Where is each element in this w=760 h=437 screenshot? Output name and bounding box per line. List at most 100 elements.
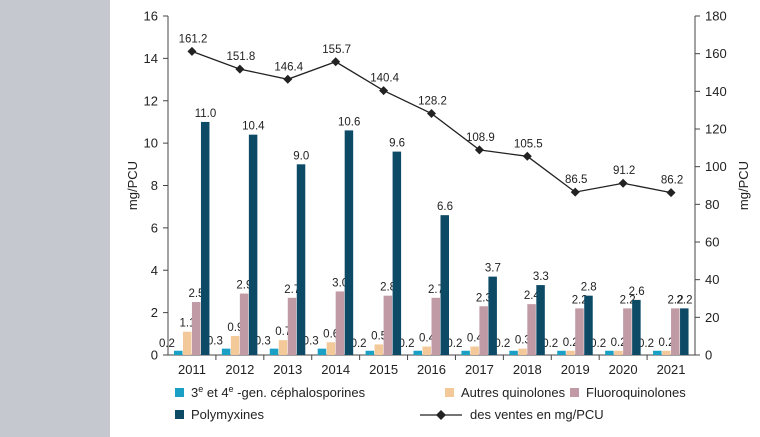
data-label-poly: 11.0 (195, 108, 217, 120)
data-label-ceph: 0.2 (351, 338, 367, 350)
x-tick-label: 2016 (417, 362, 446, 377)
bar-poly (200, 121, 210, 355)
bar-poly (296, 164, 306, 355)
sales-line-marker (235, 64, 245, 74)
data-label-ceph: 0.3 (207, 336, 223, 348)
data-label-quin: 0.6 (323, 328, 339, 340)
legend-label-fluoro: Fluoroquinolones (586, 385, 686, 400)
legend-swatch-poly (175, 410, 184, 419)
data-label-poly: 10.4 (242, 121, 265, 133)
data-label-poly: 2.8 (581, 282, 597, 294)
line-data-label: 161.2 (179, 33, 208, 45)
bar-quin (182, 331, 192, 355)
data-label-fluoro: 2.7 (284, 284, 300, 296)
bar-ceph (557, 350, 566, 355)
bar-ceph (461, 350, 470, 355)
sales-line-marker (331, 57, 341, 67)
data-label-quin: 0.9 (227, 322, 243, 334)
sales-line-marker (283, 74, 293, 84)
bar-fluoro (479, 306, 488, 355)
data-label-fluoro: 2.9 (236, 280, 252, 292)
bar-poly (392, 151, 402, 355)
data-label-fluoro: 2.8 (380, 282, 396, 294)
sales-line-marker (187, 46, 197, 56)
left-decorative-band (0, 0, 110, 437)
data-label-ceph: 0.2 (494, 338, 510, 350)
data-label-fluoro: 2.2 (572, 294, 588, 306)
bar-poly (344, 130, 354, 355)
right-tick-label: 120 (705, 122, 727, 137)
bar-ceph (269, 348, 279, 355)
right-tick-label: 100 (705, 159, 727, 174)
legend-line-marker (436, 410, 446, 420)
right-tick-label: 60 (705, 235, 719, 250)
legend-swatch-quin (445, 388, 454, 397)
data-label-ceph: 0.2 (159, 338, 175, 350)
right-tick-label: 0 (705, 348, 712, 363)
data-label-poly: 2.6 (629, 286, 645, 298)
x-tick-label: 2021 (657, 362, 686, 377)
legend-swatch-ceph (175, 388, 184, 397)
bar-ceph (365, 350, 375, 355)
line-data-label: 151.8 (226, 51, 255, 63)
right-tick-label: 20 (705, 310, 719, 325)
left-tick-label: 0 (151, 348, 158, 363)
data-label-quin: 0.4 (467, 333, 484, 345)
bar-fluoro (191, 302, 201, 355)
sales-line-marker (618, 178, 628, 188)
left-tick-label: 12 (144, 93, 158, 108)
data-label-fluoro: 2.4 (524, 290, 541, 302)
line-data-label: 155.7 (322, 44, 351, 56)
sales-line-marker (379, 86, 389, 96)
data-label-fluoro: 3.0 (332, 277, 348, 289)
bar-ceph (653, 350, 662, 355)
left-tick-label: 8 (151, 178, 158, 193)
right-tick-label: 80 (705, 197, 719, 212)
legend-swatch-fluoro (570, 388, 579, 397)
x-tick-label: 2019 (561, 362, 590, 377)
bar-ceph (413, 350, 422, 355)
data-label-quin: 0.3 (515, 335, 531, 347)
bar-fluoro (239, 293, 249, 355)
left-axis-title: mg/PCU (125, 161, 140, 210)
line-data-label: 86.5 (565, 174, 587, 186)
bar-quin (662, 350, 671, 355)
bar-quin (614, 350, 623, 355)
data-label-fluoro: 2.2 (668, 294, 684, 306)
data-label-fluoro: 2.7 (428, 284, 444, 296)
bar-ceph (317, 348, 327, 355)
right-axis-title: mg/PCU (736, 161, 751, 210)
x-tick-label: 2020 (609, 362, 638, 377)
data-label-poly: 6.6 (437, 201, 453, 213)
bar-fluoro (335, 291, 345, 355)
data-label-fluoro: 2.2 (620, 294, 636, 306)
data-label-ceph: 0.2 (638, 338, 654, 350)
bar-poly (680, 308, 689, 355)
bar-quin (518, 348, 527, 355)
data-label-quin: 0.2 (611, 337, 627, 349)
bar-ceph (509, 350, 518, 355)
left-tick-label: 6 (151, 220, 158, 235)
bar-quin (566, 350, 575, 355)
legend-label-line: des ventes en mg/PCU (470, 407, 604, 422)
data-label-quin: 0.2 (563, 337, 579, 349)
bar-quin (470, 346, 479, 355)
data-label-poly: 3.3 (533, 271, 549, 283)
sales-line-marker (427, 109, 436, 119)
left-tick-label: 2 (151, 305, 158, 320)
line-data-label: 140.4 (370, 73, 399, 85)
bar-fluoro (575, 308, 584, 355)
line-data-label: 105.5 (514, 138, 543, 150)
data-label-ceph: 0.2 (542, 338, 558, 350)
data-label-ceph: 0.2 (590, 338, 606, 350)
right-tick-label: 180 (705, 9, 727, 24)
data-label-ceph: 0.2 (399, 338, 415, 350)
data-label-ceph: 0.3 (303, 336, 319, 348)
bar-poly (488, 276, 497, 355)
sales-line-marker (570, 187, 580, 197)
bar-ceph (173, 350, 183, 355)
bar-quin (230, 335, 240, 355)
right-tick-label: 160 (705, 46, 727, 61)
